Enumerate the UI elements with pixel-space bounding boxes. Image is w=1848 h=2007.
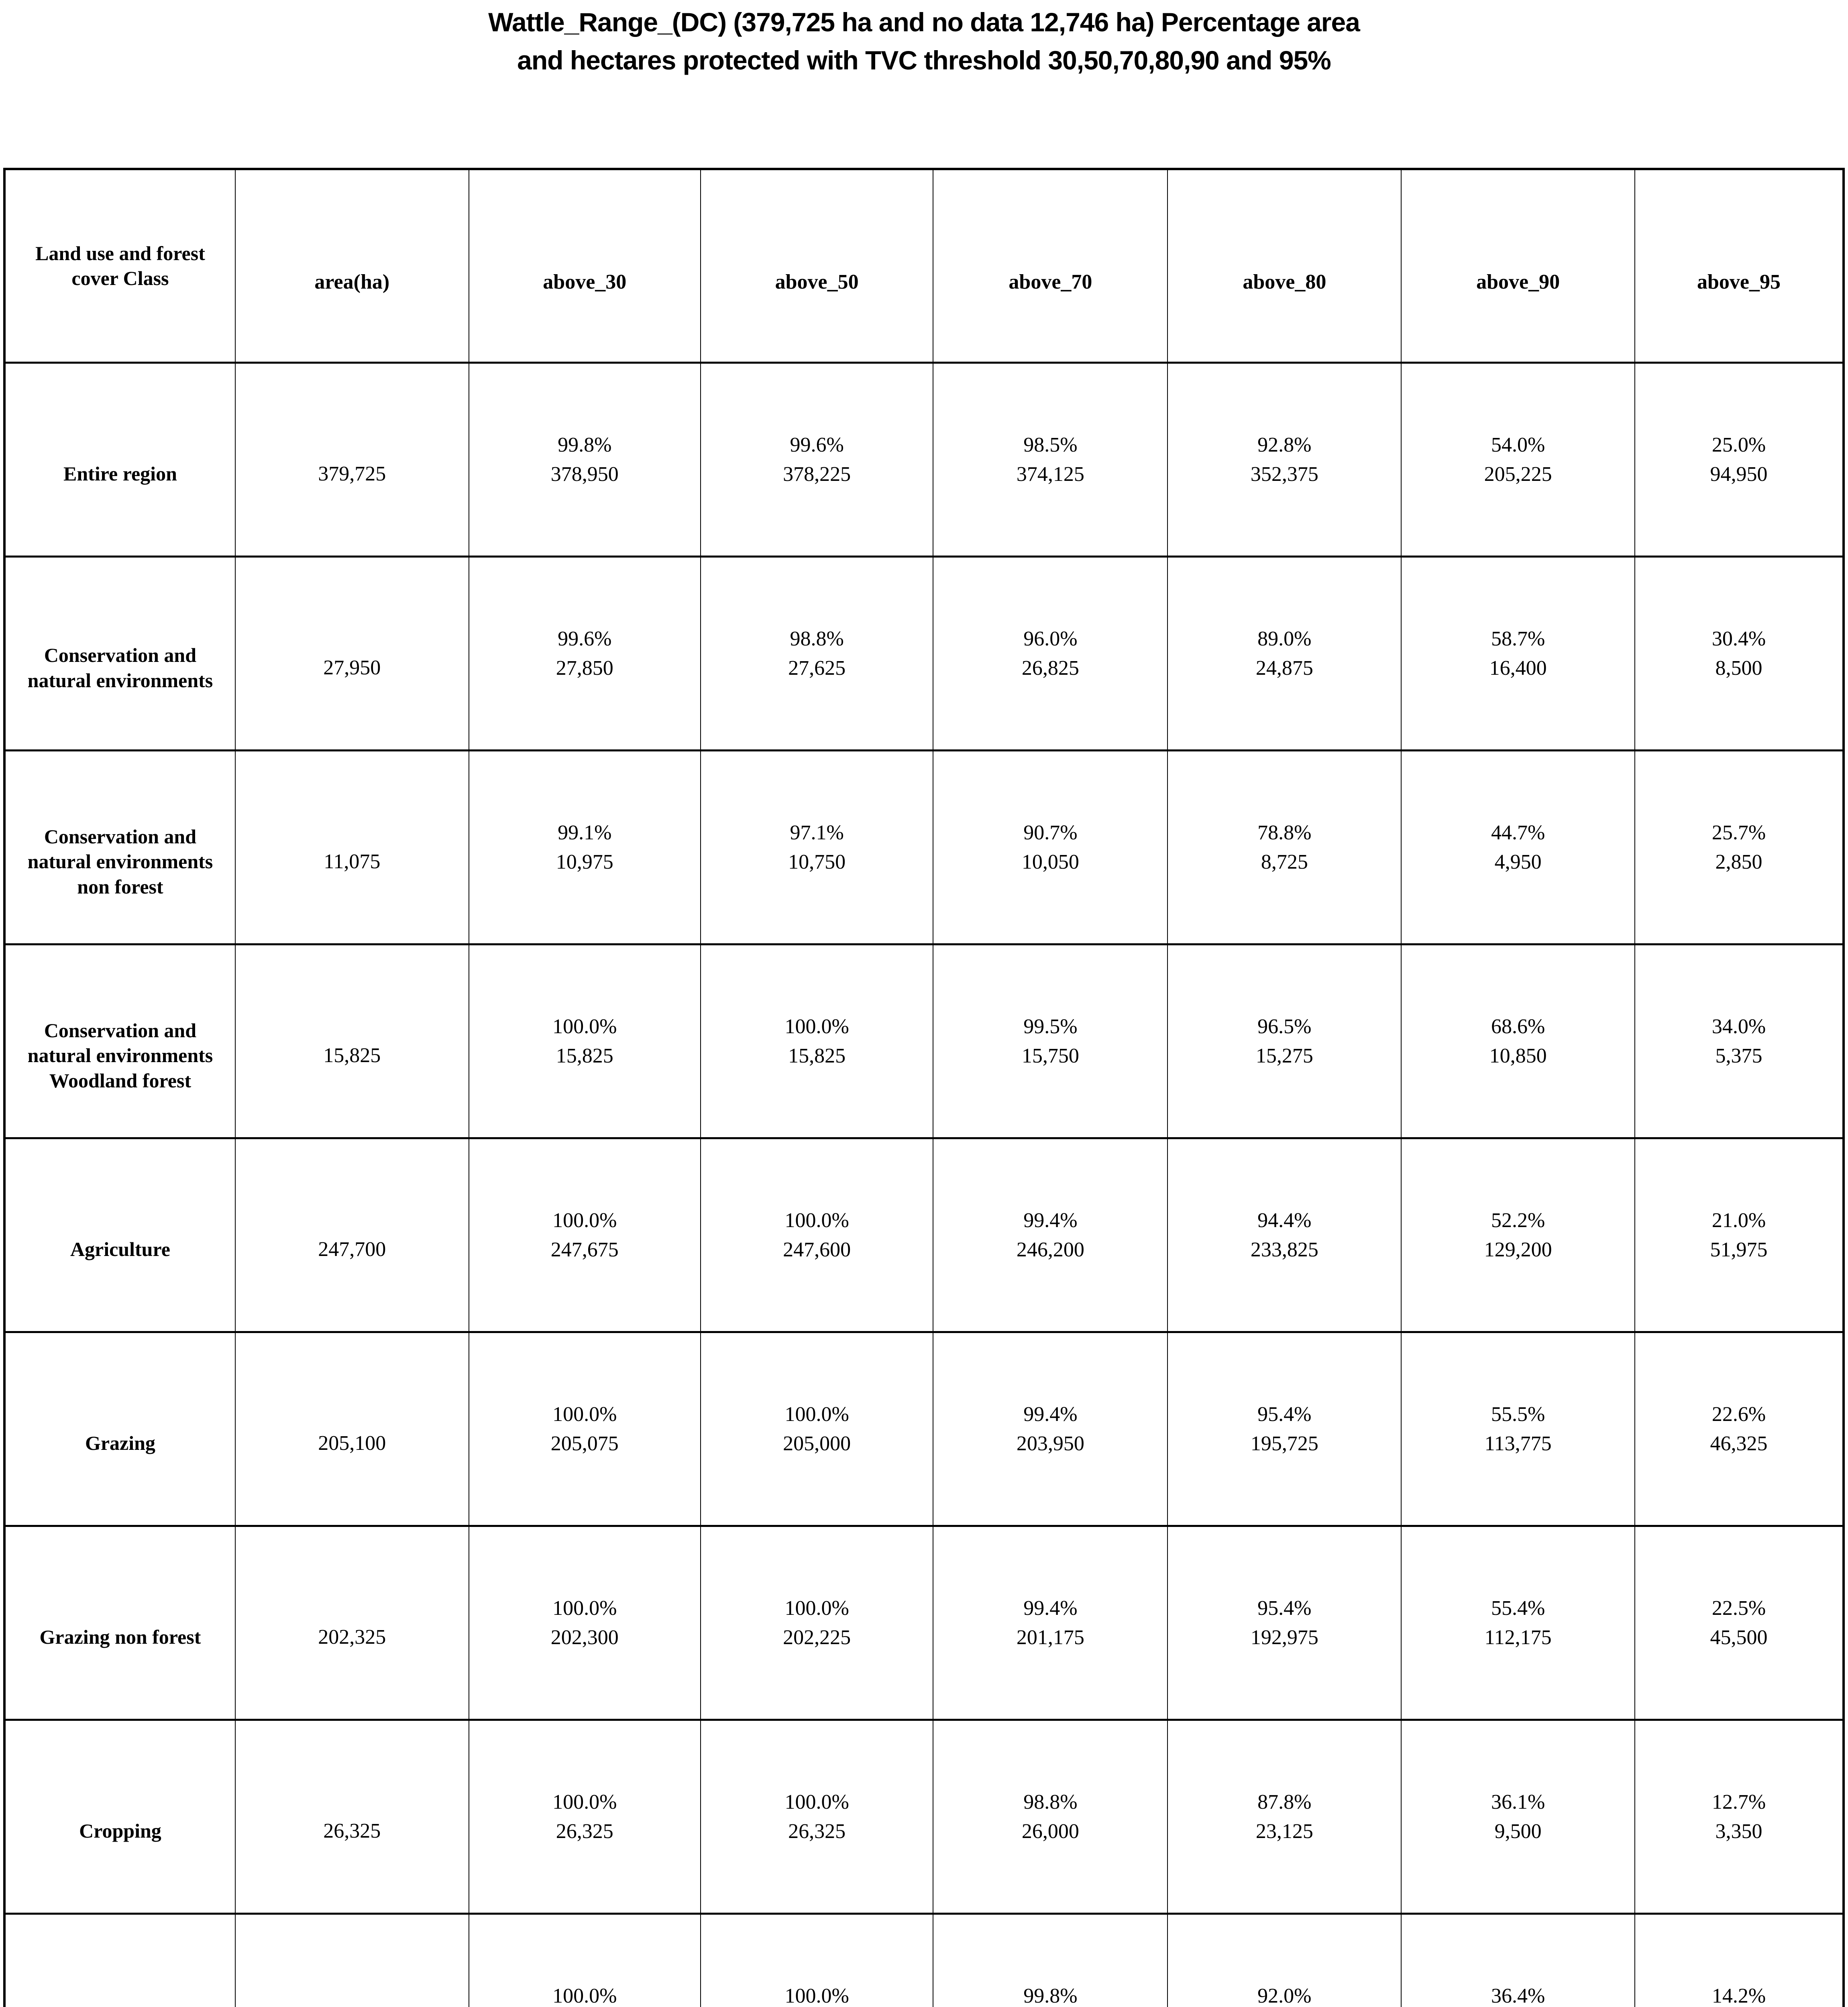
header-area-ha: area(ha) (234, 168, 469, 364)
cell-above-90: 36.4%5,900 (1401, 1912, 1635, 2007)
cell-above-90: 52.2% 129,200 (1401, 1137, 1635, 1333)
row-area-value: 15,825 (234, 943, 469, 1139)
cell-above-30: 99.1% 10,975 (468, 749, 701, 945)
cell-above-90: 55.5% 113,775 (1401, 1331, 1635, 1527)
cell-above-90: 55.4% 112,175 (1401, 1525, 1635, 1721)
cell-above-50: 98.8% 27,625 (700, 555, 934, 751)
page-title-line2: and hectares protected with TVC threshol… (517, 45, 1331, 75)
cell-above-90: 44.7% 4,950 (1401, 749, 1635, 945)
row-class-label: Conservation and natural environments no… (4, 749, 236, 945)
cell-above-80: 95.4% 192,975 (1167, 1525, 1402, 1721)
table-row: Conservation and natural environments 27… (4, 555, 1844, 751)
table-row: Entire region 379,725 99.8% 378,950 99.6%… (4, 361, 1844, 558)
cell-above-50: 100.0% 205,000 (700, 1331, 934, 1527)
cell-above-70: 96.0% 26,825 (933, 555, 1168, 751)
cell-above-30: 100.0% 26,325 (468, 1718, 701, 1915)
cell-above-30: 100.0% 202,300 (468, 1525, 701, 1721)
page-title-line1: Wattle_Range_(DC) (379,725 ha and no dat… (488, 7, 1360, 37)
cell-above-30: 99.6% 27,850 (468, 555, 701, 751)
cell-above-30: 100.0% 247,675 (468, 1137, 701, 1333)
cell-above-80: 78.8% 8,725 (1167, 749, 1402, 945)
row-class-label: Entire region (4, 361, 236, 558)
header-above-70: above_70 (933, 168, 1168, 364)
cell-above-70: 98.5% 374,125 (933, 361, 1168, 558)
row-area-value: 247,700 (234, 1137, 469, 1333)
cell-above-70: 99.4% 201,175 (933, 1525, 1168, 1721)
row-class-label: Grazing (4, 1331, 236, 1527)
row-area-value: 202,325 (234, 1525, 469, 1721)
cell-above-95: 14.2%2,300 (1634, 1912, 1844, 2007)
header-above-30: above_30 (468, 168, 701, 364)
row-class-label: Irrigation (4, 1912, 236, 2007)
cell-above-80: 94.4% 233,825 (1167, 1137, 1402, 1333)
row-area-value: 205,100 (234, 1331, 469, 1527)
cell-above-95: 25.0% 94,950 (1634, 361, 1844, 558)
cell-above-30: 100.0% 15,825 (468, 943, 701, 1139)
table-row: Irrigation 16,200 100.0%16,200 100.0%16,… (4, 1912, 1844, 2007)
header-above-50: above_50 (700, 168, 934, 364)
row-area-value: 27,950 (234, 555, 469, 751)
cell-above-70: 99.4% 246,200 (933, 1137, 1168, 1333)
row-class-label: Cropping (4, 1718, 236, 1915)
row-area-value: 26,325 (234, 1718, 469, 1915)
header-land-use-class: Land use and forest cover Class (4, 168, 236, 364)
cell-above-30: 100.0%16,200 (468, 1912, 701, 2007)
cell-above-95: 12.7% 3,350 (1634, 1718, 1844, 1915)
cell-above-30: 99.8% 378,950 (468, 361, 701, 558)
cell-above-50: 97.1% 10,750 (700, 749, 934, 945)
cell-above-90: 58.7% 16,400 (1401, 555, 1635, 751)
cell-above-90: 54.0% 205,225 (1401, 361, 1635, 558)
cell-above-95: 30.4% 8,500 (1634, 555, 1844, 751)
header-above-95: above_95 (1634, 168, 1844, 364)
cell-above-50: 100.0%16,200 (700, 1912, 934, 2007)
cell-above-70: 99.8%16,175 (933, 1912, 1168, 2007)
cell-above-50: 100.0% 26,325 (700, 1718, 934, 1915)
row-class-label: Agriculture (4, 1137, 236, 1333)
cell-above-70: 99.4% 203,950 (933, 1331, 1168, 1527)
header-above-90: above_90 (1401, 168, 1635, 364)
row-area-value: 11,075 (234, 749, 469, 945)
cell-above-80: 89.0% 24,875 (1167, 555, 1402, 751)
cell-above-95: 34.0% 5,375 (1634, 943, 1844, 1139)
row-class-label: Conservation and natural environments (4, 555, 236, 751)
row-class-label: Conservation and natural environments Wo… (4, 943, 236, 1139)
tvc-threshold-table: Land use and forest cover Class area(ha)… (3, 168, 1845, 2007)
cell-above-70: 98.8% 26,000 (933, 1718, 1168, 1915)
cell-above-80: 96.5% 15,275 (1167, 943, 1402, 1139)
row-class-label: Grazing non forest (4, 1525, 236, 1721)
table-row: Agriculture 247,700 100.0% 247,675 100.0%… (4, 1137, 1844, 1333)
row-area-value: 16,200 (234, 1912, 469, 2007)
cell-above-80: 95.4% 195,725 (1167, 1331, 1402, 1527)
cell-above-50: 100.0% 202,225 (700, 1525, 934, 1721)
cell-above-95: 25.7% 2,850 (1634, 749, 1844, 945)
cell-above-70: 99.5% 15,750 (933, 943, 1168, 1139)
table-row: Grazing 205,100 100.0% 205,075 100.0% 205,… (4, 1331, 1844, 1527)
cell-above-95: 22.5% 45,500 (1634, 1525, 1844, 1721)
cell-above-30: 100.0% 205,075 (468, 1331, 701, 1527)
header-row: Land use and forest cover Class area(ha)… (4, 168, 1844, 364)
cell-above-80: 87.8% 23,125 (1167, 1718, 1402, 1915)
cell-above-50: 99.6% 378,225 (700, 361, 934, 558)
row-area-value: 379,725 (234, 361, 469, 558)
cell-above-50: 100.0% 15,825 (700, 943, 934, 1139)
cell-above-50: 100.0% 247,600 (700, 1137, 934, 1333)
cell-above-80: 92.8% 352,375 (1167, 361, 1402, 558)
cell-above-90: 36.1% 9,500 (1401, 1718, 1635, 1915)
page-title: Wattle_Range_(DC) (379,725 ha and no dat… (0, 3, 1848, 79)
cell-above-95: 21.0% 51,975 (1634, 1137, 1844, 1333)
table-row: Grazing non forest 202,325 100.0% 202,300… (4, 1525, 1844, 1721)
cell-above-70: 90.7% 10,050 (933, 749, 1168, 945)
header-above-80: above_80 (1167, 168, 1402, 364)
cell-above-95: 22.6% 46,325 (1634, 1331, 1844, 1527)
table-row: Conservation and natural environments Wo… (4, 943, 1844, 1139)
table-row: Conservation and natural environments no… (4, 749, 1844, 945)
cell-above-90: 68.6% 10,850 (1401, 943, 1635, 1139)
table-row: Cropping 26,325 100.0% 26,325 100.0% 26,32… (4, 1718, 1844, 1915)
cell-above-80: 92.0%14,900 (1167, 1912, 1402, 2007)
